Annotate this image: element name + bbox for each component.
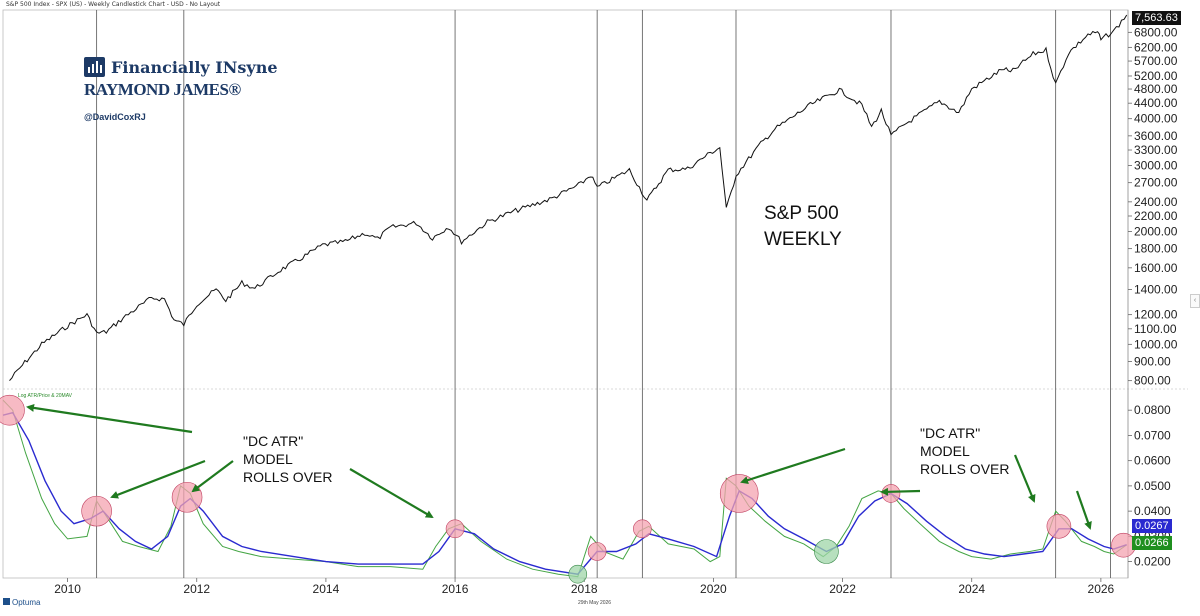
ma-series-line (2, 411, 1127, 575)
price-tick-label: 4400.00 (1134, 96, 1178, 110)
atr-tick-label: 0.0500 (1134, 479, 1171, 493)
annotation-left-line: ROLLS OVER (243, 469, 333, 485)
price-tick-label: 2200.00 (1134, 209, 1178, 223)
x-tick-label: 2026 (1088, 582, 1115, 596)
annotation-arrow (1013, 454, 1036, 503)
annotation-left: "DC ATR" MODEL ROLLS OVER (243, 432, 332, 486)
price-tick-label: 6800.00 (1134, 25, 1178, 39)
price-tick-label: 4000.00 (1134, 112, 1178, 126)
price-tick-label: 3000.00 (1134, 159, 1178, 173)
price-tick-label: 2400.00 (1134, 195, 1178, 209)
annotation-right-line: "DC ATR" (920, 425, 981, 441)
atr-tick-label: 0.0400 (1134, 504, 1171, 518)
price-tick-label: 1800.00 (1134, 242, 1178, 256)
annotation-left-line: "DC ATR" (243, 433, 304, 449)
price-tick-label: 1200.00 (1134, 308, 1178, 322)
highlight-circle (587, 542, 607, 561)
optuma-icon (3, 598, 10, 605)
bar-chart-logo-icon (84, 57, 105, 77)
highlight-circle (633, 519, 652, 539)
highlight-circle (719, 474, 759, 513)
atr-tick-label: 0.0800 (1134, 403, 1171, 417)
chart-header: S&P 500 Index - SPX (US) - Weekly Candle… (6, 1, 221, 8)
brand-name: Financially INsyne (111, 58, 278, 77)
atr-tick-label: 0.0700 (1134, 428, 1171, 442)
last-atr-tag: 0.0266 (1132, 536, 1172, 550)
annotation-arrow (740, 447, 846, 484)
annotation-arrow (110, 459, 206, 499)
price-tick-label: 6200.00 (1134, 40, 1178, 54)
price-tick-label: 1100.00 (1134, 322, 1177, 336)
highlight-circle (814, 539, 839, 564)
highlight-circle (81, 495, 112, 527)
price-tick-label: 3300.00 (1134, 143, 1178, 157)
last-price-tag: 7,563.63 (1132, 11, 1181, 25)
atr-tick-label: 0.0600 (1134, 454, 1171, 468)
price-tick-label: 1600.00 (1134, 261, 1178, 275)
annotation-arrow (349, 468, 434, 519)
annotation-right: "DC ATR" MODEL ROLLS OVER (920, 424, 1009, 478)
collapse-panel-button[interactable]: ‹ (1190, 294, 1200, 308)
price-tick-label: 5700.00 (1134, 54, 1178, 68)
highlight-circle (0, 394, 25, 426)
price-tick-label: 2700.00 (1134, 176, 1178, 190)
atr-series-line (2, 399, 1127, 578)
optuma-logo: Optuma (3, 598, 40, 607)
last-ma-tag: 0.0267 (1132, 519, 1172, 533)
x-tick-label: 2014 (313, 582, 340, 596)
x-tick-label: 2016 (442, 582, 469, 596)
highlight-circle (1046, 513, 1072, 539)
annotation-arrow (26, 403, 193, 434)
x-tick-label: 2012 (183, 582, 210, 596)
annotation-right-line: ROLLS OVER (920, 461, 1010, 477)
x-tick-label: 2022 (829, 582, 856, 596)
annotation-left-line: MODEL (243, 451, 293, 467)
annotation-right-line: MODEL (920, 443, 970, 459)
x-tick-label: 2020 (700, 582, 727, 596)
highlight-circle (568, 564, 588, 584)
x-tick-label: 2024 (958, 582, 985, 596)
annotation-arrow (880, 487, 921, 496)
price-tick-label: 2000.00 (1134, 225, 1178, 239)
social-handle: @DavidCoxRJ (84, 112, 146, 122)
price-series-line (9, 14, 1128, 381)
x-tick-label: 2010 (54, 582, 81, 596)
chart-date: 29th May 2026 (578, 600, 612, 606)
x-tick-label: 2018 (571, 582, 598, 596)
optuma-text: Optuma (12, 598, 41, 607)
price-tick-label: 1000.00 (1134, 337, 1178, 351)
chart-title-line-1: S&P 500 (764, 203, 839, 224)
indicator-title: Log ATR/Price & 20MAV (18, 393, 73, 399)
chart-title-line-2: WEEKLY (764, 229, 842, 250)
firm-name: RAYMOND JAMES® (84, 80, 241, 99)
price-tick-label: 900.00 (1134, 354, 1171, 368)
atr-tick-label: 0.0200 (1134, 555, 1171, 569)
highlight-circle (445, 519, 465, 539)
highlight-circle (881, 484, 901, 503)
price-tick-label: 5200.00 (1134, 69, 1178, 83)
annotation-arrow (1075, 490, 1092, 530)
annotation-arrow (191, 460, 234, 493)
price-tick-label: 800.00 (1134, 374, 1171, 388)
price-tick-label: 1400.00 (1134, 283, 1178, 297)
price-tick-label: 4800.00 (1134, 82, 1178, 96)
price-tick-label: 3600.00 (1134, 129, 1178, 143)
